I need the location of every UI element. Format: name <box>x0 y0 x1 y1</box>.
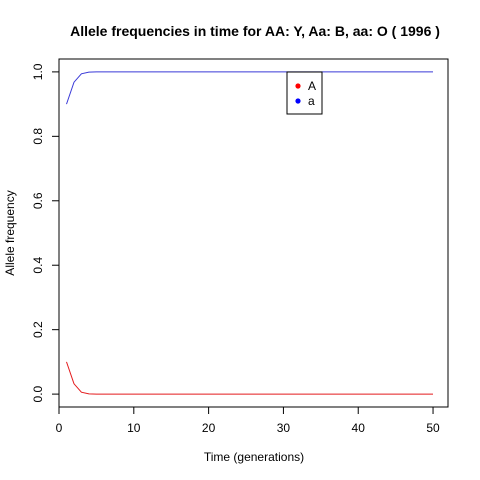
chart-title: Allele frequencies in time for AA: Y, Aa… <box>70 23 440 39</box>
y-tick-label: 0.8 <box>31 128 45 145</box>
x-axis-label: Time (generations) <box>204 450 304 464</box>
legend: A a <box>286 71 323 115</box>
y-tick-label: 0.6 <box>31 192 45 209</box>
y-tick-label: 0.2 <box>31 321 45 338</box>
series-line-a <box>66 71 433 105</box>
x-tick-label: 20 <box>202 421 216 435</box>
y-tick-label: 0.4 <box>31 257 45 274</box>
legend-label-A: A <box>308 79 316 93</box>
y-axis-label: Allele frequency <box>3 190 17 275</box>
x-tick-label: 0 <box>56 421 63 435</box>
y-tick-label: 0.0 <box>31 385 45 402</box>
y-tick-label: 1.0 <box>31 63 45 80</box>
x-tick-label: 10 <box>127 421 141 435</box>
x-axis: 0 10 20 30 40 50 <box>56 406 440 435</box>
legend-label-a: a <box>308 94 315 108</box>
x-tick-label: 40 <box>352 421 366 435</box>
legend-marker-a <box>295 98 301 104</box>
x-tick-label: 30 <box>277 421 291 435</box>
series-layer <box>66 71 433 395</box>
legend-box <box>286 71 323 115</box>
legend-marker-A <box>295 83 301 89</box>
series-line-A <box>66 361 433 395</box>
x-tick-label: 50 <box>426 421 440 435</box>
plot-frame <box>58 58 449 408</box>
y-axis: 0.0 0.2 0.4 0.6 0.8 1.0 <box>31 63 60 402</box>
